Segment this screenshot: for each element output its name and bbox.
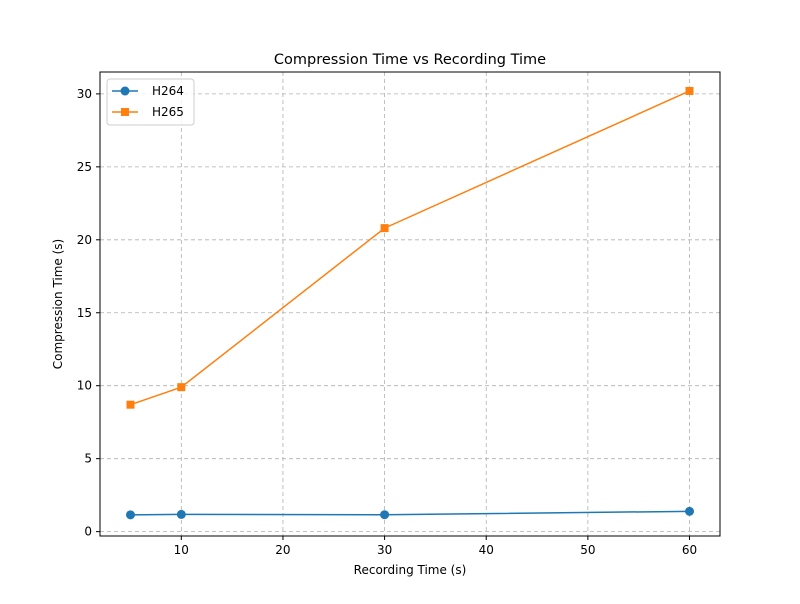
- x-tick-label: 40: [479, 543, 494, 557]
- legend-label-h264: H264: [152, 84, 184, 98]
- series-line-h264: [129, 510, 691, 516]
- plot-frame: [99, 71, 721, 537]
- axis-ticks: 10 20 30 40 50 60 0 5 10 15 20 25 30: [77, 87, 697, 557]
- y-tick-label: 20: [77, 233, 92, 247]
- x-tick-label: 10: [174, 543, 189, 557]
- data-point-h264: [125, 510, 135, 520]
- data-point-h265: [380, 224, 389, 233]
- series-layer: [125, 86, 695, 520]
- data-point-h264: [176, 509, 186, 519]
- y-tick-label: 25: [77, 160, 92, 174]
- x-tick-label: 20: [275, 543, 290, 557]
- data-point-h264: [380, 510, 390, 520]
- data-point-h265: [177, 383, 186, 392]
- y-tick-label: 15: [77, 306, 92, 320]
- x-tick-label: 30: [377, 543, 392, 557]
- grid-lines: [100, 72, 720, 536]
- chart-title: Compression Time vs Recording Time: [274, 52, 546, 68]
- y-tick-label: 30: [77, 87, 92, 101]
- legend-label-h265: H265: [152, 105, 184, 119]
- data-point-h265: [685, 86, 694, 95]
- x-tick-label: 60: [682, 543, 697, 557]
- legend: H264 H265: [106, 78, 195, 126]
- legend-marker-h264: [120, 86, 130, 96]
- x-axis-label: Recording Time (s): [354, 563, 467, 577]
- y-tick-label: 10: [77, 379, 92, 393]
- y-tick-label: 0: [84, 525, 92, 539]
- data-point-h265: [126, 400, 135, 409]
- y-axis-label: Compression Time (s): [51, 239, 65, 369]
- data-point-h264: [685, 506, 695, 516]
- y-tick-label: 5: [84, 452, 92, 466]
- legend-marker-h265: [121, 108, 129, 116]
- series-line-h265: [129, 90, 691, 406]
- x-tick-label: 50: [580, 543, 595, 557]
